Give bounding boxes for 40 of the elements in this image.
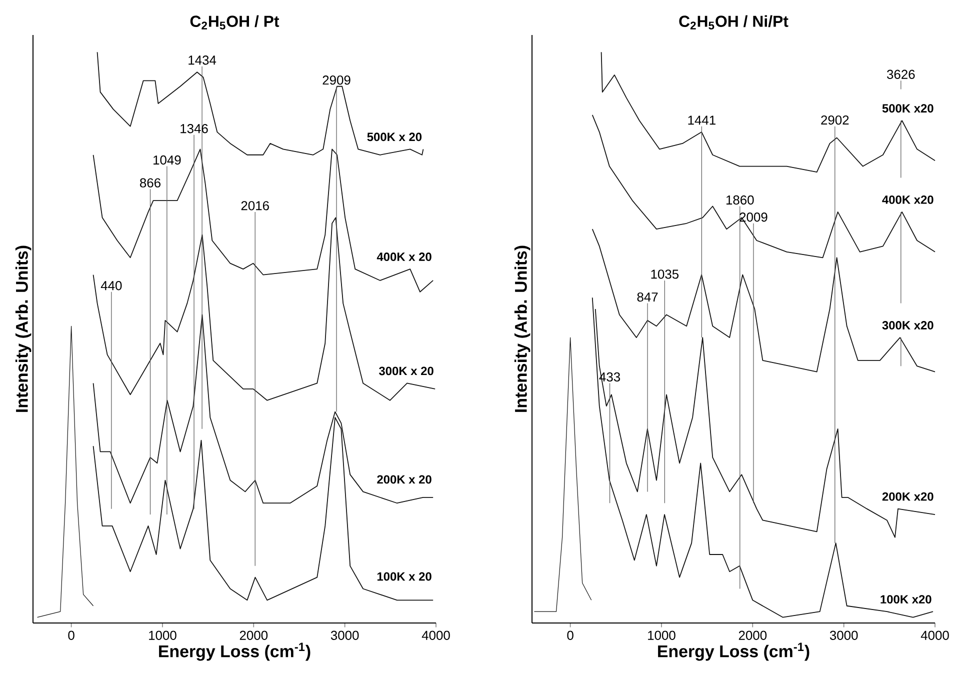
annotation: 440 xyxy=(100,281,122,290)
x-tick-label: 2000 xyxy=(738,630,767,640)
series-label: 500K x20 xyxy=(882,104,934,113)
annotation: 1035 xyxy=(651,270,679,279)
x-axis-title: Energy Loss (cm$^{-1}$) xyxy=(159,642,310,661)
series-label: 300K x20 xyxy=(882,321,934,330)
annotation: 1049 xyxy=(154,155,181,165)
annotation: 1346 xyxy=(180,124,208,134)
chart-title: C$_{2}$H$_{5}$OH / Pt xyxy=(190,15,280,30)
series-label: 300K x 20 xyxy=(379,366,434,376)
x-tick-label: 3000 xyxy=(830,630,858,640)
y-axis-title: Intensity (Arb. Units) xyxy=(15,246,32,412)
chart-title: C$_{2}$H$_{5}$OH / Ni/Pt xyxy=(679,15,788,30)
annotation: 1434 xyxy=(188,56,216,65)
x-tick-label: 4000 xyxy=(920,630,949,640)
annotation: 3626 xyxy=(887,70,915,79)
x-tick-label: 2000 xyxy=(240,630,268,640)
series-label: 100K x20 xyxy=(880,595,932,604)
series-label: 400K x 20 xyxy=(376,252,432,261)
annotation: 1860 xyxy=(726,195,754,205)
annotation: 2909 xyxy=(322,76,350,85)
annotation: 2009 xyxy=(740,212,768,222)
x-axis-title: Energy Loss (cm$^{-1}$) xyxy=(658,642,810,661)
series-label: 100K x 20 xyxy=(377,572,432,581)
annotation: 866 xyxy=(140,178,160,188)
x-tick-label: 0 xyxy=(567,630,574,640)
x-tick-label: 4000 xyxy=(422,630,450,640)
annotation: 1441 xyxy=(688,116,716,125)
annotation: 2016 xyxy=(241,201,269,210)
annotation: 847 xyxy=(637,292,658,302)
x-tick-label: 0 xyxy=(68,630,74,640)
x-tick-label: 3000 xyxy=(330,630,359,640)
x-tick-label: 1000 xyxy=(648,630,676,640)
series-label: 200K x20 xyxy=(882,492,934,501)
x-tick-label: 1000 xyxy=(149,630,176,640)
series-label: 400K x20 xyxy=(882,195,934,204)
series-label: 200K x 20 xyxy=(377,475,432,484)
y-axis-title: Intensity (Arb. Units) xyxy=(514,246,530,412)
annotation: 2902 xyxy=(821,115,849,125)
series-label: 500K x 20 xyxy=(367,132,422,142)
